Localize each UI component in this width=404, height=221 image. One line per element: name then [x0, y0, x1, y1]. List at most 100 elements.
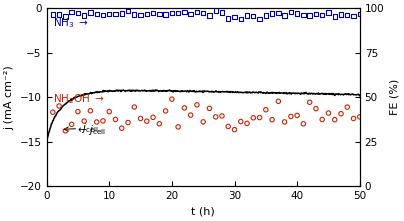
- Point: [68, 123, 75, 126]
- Point: [175, 125, 181, 129]
- Point: [256, 17, 263, 21]
- Point: [238, 120, 244, 123]
- Point: [282, 14, 288, 17]
- Text: NH$_3$ $\rightarrow$: NH$_3$ $\rightarrow$: [53, 16, 88, 30]
- Point: [357, 12, 363, 16]
- Point: [156, 12, 162, 16]
- Point: [313, 107, 319, 110]
- Point: [206, 107, 213, 110]
- Point: [62, 15, 69, 18]
- Point: [250, 116, 257, 120]
- Point: [118, 126, 125, 130]
- Point: [187, 113, 194, 117]
- Point: [256, 116, 263, 119]
- Point: [168, 97, 175, 101]
- Point: [250, 14, 257, 17]
- Point: [131, 105, 137, 109]
- Point: [175, 11, 181, 15]
- Point: [288, 115, 294, 118]
- Point: [225, 125, 231, 128]
- Point: [231, 128, 238, 131]
- Point: [244, 14, 250, 17]
- Point: [87, 11, 94, 14]
- Text: $\leftarrow\,j_\mathrm{cell}$: $\leftarrow\,j_\mathrm{cell}$: [75, 123, 106, 137]
- Point: [344, 105, 351, 109]
- Point: [294, 12, 301, 15]
- Y-axis label: FE (%): FE (%): [390, 79, 400, 115]
- Point: [200, 120, 206, 124]
- Point: [162, 109, 169, 113]
- Point: [200, 11, 206, 15]
- Point: [350, 117, 357, 120]
- Point: [137, 117, 144, 120]
- Point: [357, 115, 363, 119]
- Point: [300, 122, 307, 126]
- Point: [325, 111, 332, 115]
- Point: [162, 13, 169, 16]
- Point: [263, 108, 269, 112]
- Point: [263, 14, 269, 17]
- Point: [194, 103, 200, 107]
- Point: [187, 12, 194, 16]
- Point: [307, 14, 313, 17]
- Point: [75, 110, 81, 113]
- Point: [307, 101, 313, 104]
- Point: [150, 116, 156, 119]
- Point: [213, 9, 219, 12]
- Point: [338, 112, 344, 116]
- Point: [125, 121, 131, 124]
- Point: [93, 120, 100, 124]
- Point: [238, 17, 244, 21]
- Point: [275, 11, 282, 15]
- Point: [219, 11, 225, 14]
- Point: [338, 13, 344, 16]
- Point: [125, 9, 131, 13]
- Point: [68, 10, 75, 14]
- Point: [319, 118, 326, 121]
- Point: [118, 12, 125, 15]
- Point: [206, 14, 213, 17]
- Y-axis label: j (mA cm⁻²): j (mA cm⁻²): [4, 65, 14, 130]
- Point: [168, 11, 175, 15]
- Point: [156, 122, 162, 126]
- Point: [244, 122, 250, 125]
- Point: [112, 118, 119, 121]
- Point: [219, 114, 225, 118]
- Point: [106, 110, 112, 113]
- Point: [56, 13, 62, 16]
- Point: [181, 10, 187, 14]
- Point: [81, 14, 87, 17]
- Point: [313, 12, 319, 15]
- Point: [143, 12, 150, 16]
- Point: [269, 118, 275, 122]
- Point: [332, 15, 338, 18]
- Point: [87, 109, 94, 112]
- Point: [300, 13, 307, 17]
- Point: [181, 106, 187, 110]
- Point: [50, 13, 56, 16]
- Point: [275, 99, 282, 103]
- Point: [137, 13, 144, 17]
- Point: [269, 12, 275, 15]
- Point: [106, 12, 112, 16]
- Point: [50, 110, 56, 114]
- Point: [100, 119, 106, 123]
- Point: [294, 114, 301, 117]
- Point: [112, 13, 119, 16]
- Text: NH$_2$OH $\rightarrow$: NH$_2$OH $\rightarrow$: [53, 93, 105, 107]
- Point: [131, 13, 137, 16]
- Point: [344, 13, 351, 17]
- Point: [231, 15, 238, 19]
- Point: [62, 129, 69, 133]
- Point: [100, 13, 106, 17]
- Point: [325, 11, 332, 14]
- Text: $j_\mathrm{cell}$: $j_\mathrm{cell}$: [64, 121, 99, 135]
- Point: [150, 11, 156, 15]
- Point: [93, 12, 100, 15]
- Point: [350, 15, 357, 18]
- X-axis label: t (h): t (h): [191, 207, 215, 217]
- Point: [81, 119, 87, 123]
- Point: [143, 119, 150, 123]
- Point: [332, 118, 338, 122]
- Point: [213, 115, 219, 119]
